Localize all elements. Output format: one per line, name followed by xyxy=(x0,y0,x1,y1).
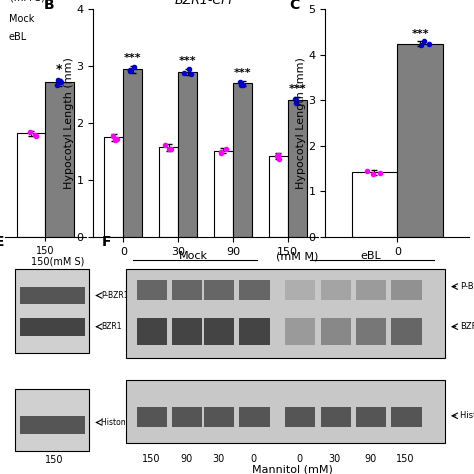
FancyBboxPatch shape xyxy=(15,269,90,354)
Text: Mock: Mock xyxy=(9,14,34,24)
Text: BZR1: BZR1 xyxy=(101,322,122,331)
Text: C: C xyxy=(290,0,300,12)
Bar xyxy=(45,82,73,237)
Text: E: E xyxy=(0,236,4,249)
FancyBboxPatch shape xyxy=(321,318,351,345)
FancyBboxPatch shape xyxy=(321,407,351,427)
Text: 150: 150 xyxy=(396,454,415,464)
Bar xyxy=(233,83,252,237)
Text: (mM M): (mM M) xyxy=(275,252,318,262)
Text: ***: *** xyxy=(234,68,251,78)
Bar xyxy=(104,137,123,237)
Bar xyxy=(397,44,443,237)
FancyBboxPatch shape xyxy=(285,280,316,300)
Text: eBL: eBL xyxy=(360,251,381,261)
Text: ***: *** xyxy=(124,53,142,63)
FancyBboxPatch shape xyxy=(285,318,316,345)
FancyBboxPatch shape xyxy=(127,380,445,443)
FancyBboxPatch shape xyxy=(321,280,351,300)
Text: Mock: Mock xyxy=(179,251,208,261)
FancyBboxPatch shape xyxy=(137,280,167,300)
FancyBboxPatch shape xyxy=(173,318,202,345)
FancyBboxPatch shape xyxy=(137,407,167,427)
FancyBboxPatch shape xyxy=(392,318,421,345)
Text: 90: 90 xyxy=(180,454,192,464)
Bar xyxy=(269,156,288,237)
FancyBboxPatch shape xyxy=(20,318,84,336)
FancyBboxPatch shape xyxy=(204,407,234,427)
FancyBboxPatch shape xyxy=(285,407,316,427)
Text: P-BZR1: P-BZR1 xyxy=(460,282,474,291)
Text: Histone H3: Histone H3 xyxy=(101,418,144,427)
FancyBboxPatch shape xyxy=(392,280,421,300)
FancyBboxPatch shape xyxy=(356,318,386,345)
FancyBboxPatch shape xyxy=(204,280,234,300)
FancyBboxPatch shape xyxy=(239,407,270,427)
FancyBboxPatch shape xyxy=(239,280,270,300)
Bar xyxy=(159,147,178,237)
Text: ***: *** xyxy=(289,84,306,94)
FancyBboxPatch shape xyxy=(239,318,270,345)
Text: ***: *** xyxy=(411,28,429,38)
Text: 150: 150 xyxy=(142,454,160,464)
FancyBboxPatch shape xyxy=(173,407,202,427)
Text: ***: *** xyxy=(179,56,197,66)
Text: B: B xyxy=(44,0,55,12)
FancyBboxPatch shape xyxy=(20,416,84,434)
Text: 30: 30 xyxy=(329,454,341,464)
Text: Histone H3: Histone H3 xyxy=(460,411,474,420)
FancyBboxPatch shape xyxy=(204,318,234,345)
FancyBboxPatch shape xyxy=(127,269,445,358)
FancyBboxPatch shape xyxy=(137,318,167,345)
Y-axis label: Hypocotyl Length (mm): Hypocotyl Length (mm) xyxy=(296,57,306,189)
FancyBboxPatch shape xyxy=(356,280,386,300)
FancyBboxPatch shape xyxy=(392,407,421,427)
Bar xyxy=(17,134,45,237)
Text: F: F xyxy=(101,236,111,249)
Text: Mannitol (mM): Mannitol (mM) xyxy=(252,465,333,474)
Text: BZR1: BZR1 xyxy=(460,322,474,331)
FancyBboxPatch shape xyxy=(356,407,386,427)
Text: 0: 0 xyxy=(251,454,257,464)
Text: 30: 30 xyxy=(212,454,224,464)
Text: 0: 0 xyxy=(297,454,302,464)
FancyBboxPatch shape xyxy=(15,389,90,451)
FancyBboxPatch shape xyxy=(20,287,84,304)
Bar xyxy=(214,151,233,237)
Bar xyxy=(178,72,197,237)
Y-axis label: Hypocotyl Length (mm): Hypocotyl Length (mm) xyxy=(64,57,73,189)
Text: 150: 150 xyxy=(46,455,64,465)
FancyBboxPatch shape xyxy=(173,280,202,300)
Text: (mM S): (mM S) xyxy=(10,0,45,3)
Text: *: * xyxy=(56,63,63,76)
Text: 150(mM S): 150(mM S) xyxy=(31,256,84,266)
Text: P-BZR1: P-BZR1 xyxy=(101,291,129,300)
Bar xyxy=(352,173,397,237)
Bar xyxy=(288,100,307,237)
Title: BZR1-CFP: BZR1-CFP xyxy=(174,0,237,7)
Text: 90: 90 xyxy=(364,454,376,464)
Text: eBL: eBL xyxy=(9,32,27,42)
Bar xyxy=(123,69,143,237)
